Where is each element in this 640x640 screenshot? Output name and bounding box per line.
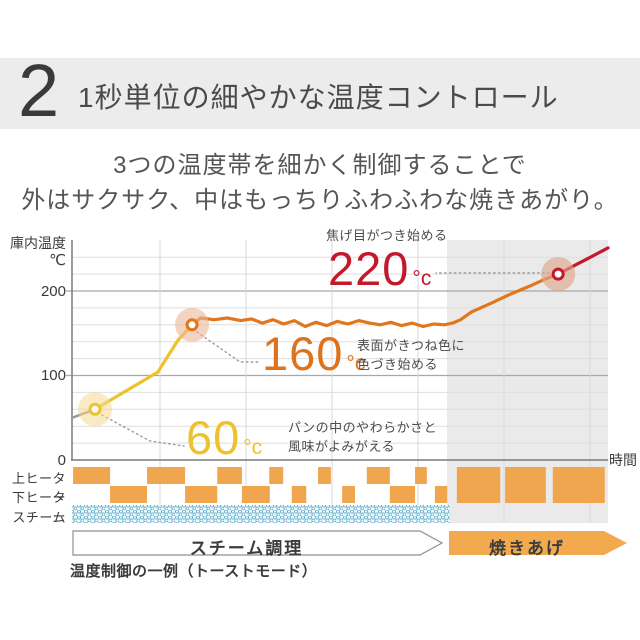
label-lower-heater: 下ヒーター xyxy=(11,490,66,524)
gridlines xyxy=(66,240,608,523)
page-title: 1秒単位の細やかな温度コントロール xyxy=(78,82,559,113)
temperature-marker xyxy=(185,318,199,332)
y-axis-title: 庫内温度 xyxy=(10,235,66,251)
upper-heater-block xyxy=(415,467,427,484)
y-tick-0: 0 xyxy=(57,452,66,469)
temp-60-unit: °c xyxy=(243,436,263,459)
temp-220-number: 220 xyxy=(328,242,410,295)
label-steam: スチーム xyxy=(12,510,66,525)
header-band: 2 1秒単位の細やかな温度コントロール xyxy=(0,54,640,129)
step-number: 2 xyxy=(18,49,59,132)
temperature-markers xyxy=(78,257,576,427)
both-heaters-block xyxy=(456,467,501,503)
lower-heater-block xyxy=(342,486,356,503)
chart-caption: 温度制御の一例（トーストモード） xyxy=(70,563,318,580)
temp-60-number: 60 xyxy=(186,411,241,464)
upper-heater-block xyxy=(318,467,331,484)
bake-phase-arrow xyxy=(449,531,627,555)
upper-heater-block xyxy=(269,467,284,484)
lower-heater-block xyxy=(291,486,307,503)
leader-line-160 xyxy=(196,331,260,363)
upper-heater-block xyxy=(217,467,242,484)
subtitle-line-1: 3つの温度帯を細かく制御することで xyxy=(113,152,527,179)
subtitle: 3つの温度帯を細かく制御することで 外はサクサク、中はもっちりふわふわな焼きあが… xyxy=(0,148,640,218)
temperature-curve-segment xyxy=(93,323,194,411)
leader-line-60 xyxy=(101,414,185,447)
annotation-220-label: 焦げ目がつき始める xyxy=(326,228,448,243)
temp-220-unit: °c xyxy=(412,267,432,290)
x-axis-label: 時間 xyxy=(609,452,637,468)
y-axis-unit: ℃ xyxy=(49,252,66,269)
annotation-220-value: 220 °c xyxy=(328,245,431,292)
both-heaters-block xyxy=(552,467,605,503)
temperature-marker xyxy=(88,402,102,416)
lower-heater-block xyxy=(241,486,270,503)
subtitle-line-2: 外はサクサク、中はもっちりふわふわな焼きあがり。 xyxy=(21,187,619,214)
temperature-curve-segment xyxy=(190,272,560,329)
annotation-160-label: 表面がきつね色に 色づき始める xyxy=(357,338,466,372)
steam-phase-arrow xyxy=(72,530,444,556)
label-upper-heater: 上ヒーター xyxy=(11,471,66,505)
heater-timing-bars xyxy=(72,467,605,523)
y-tick-100: 100 xyxy=(40,367,66,384)
temp-160-unit: °c xyxy=(346,352,366,375)
bake-phase-label: 焼きあげ xyxy=(489,539,565,558)
lower-heater-block xyxy=(185,486,218,503)
temp-160-number: 160 xyxy=(262,327,344,380)
lower-heater-block xyxy=(110,486,148,503)
upper-heater-block xyxy=(73,467,111,484)
steam-phase-label: スチーム調理 xyxy=(189,539,304,558)
upper-heater-block xyxy=(147,467,186,484)
y-tick-200: 200 xyxy=(40,283,66,300)
temperature-marker xyxy=(551,267,565,281)
lower-heater-block xyxy=(389,486,416,503)
annotation-60-value: 60 °c xyxy=(186,414,262,461)
both-heaters-block xyxy=(505,467,546,503)
upper-heater-block xyxy=(366,467,390,484)
annotation-60-label: パンの中のやわらかさと 風味がよみがえる xyxy=(288,420,438,454)
annotation-160-value: 160 °c xyxy=(262,330,365,377)
steam-band xyxy=(72,505,450,523)
lower-heater-block xyxy=(434,486,448,503)
